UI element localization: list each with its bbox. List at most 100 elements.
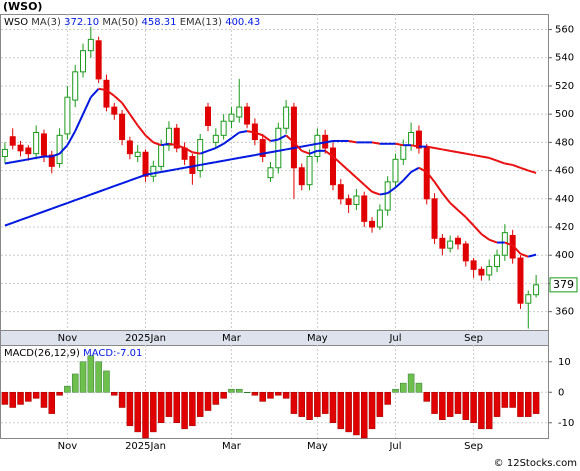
ma-segment xyxy=(246,130,256,134)
candle-body xyxy=(103,79,110,108)
legend-value: 372.10 xyxy=(64,17,99,28)
candle-body xyxy=(9,136,16,146)
ma-segment xyxy=(20,158,29,162)
ma-segment xyxy=(481,155,490,159)
ma-segment xyxy=(293,141,303,152)
macd-bar xyxy=(181,392,188,430)
macd-title: MACD(26,12,9) xyxy=(4,348,80,359)
macd-bar xyxy=(493,392,501,417)
ma-segment xyxy=(152,141,162,147)
x-tick-label: May xyxy=(307,333,328,344)
y-tick-label: 420 xyxy=(555,222,574,233)
ma-segment xyxy=(121,179,131,185)
y-tick-label: 540 xyxy=(555,53,574,64)
ma-segment xyxy=(410,144,420,148)
ma-segment xyxy=(433,181,444,194)
candle-body xyxy=(236,106,243,118)
macd-bar xyxy=(360,392,368,439)
ma-segment xyxy=(442,148,451,152)
legend-label: EMA(13) xyxy=(180,17,222,28)
ma-segment xyxy=(58,144,69,155)
candle-body xyxy=(298,167,305,186)
ma-segment xyxy=(394,179,404,189)
ma-segment xyxy=(153,171,162,175)
candle-body xyxy=(462,243,469,262)
ma-segment xyxy=(105,89,115,97)
ma-segment xyxy=(527,169,537,174)
last-price-label: 379 xyxy=(553,278,574,291)
x-tick-label: Nov xyxy=(58,333,78,344)
ma-segment xyxy=(379,192,388,196)
ma-segment xyxy=(215,142,225,149)
ma-segment xyxy=(520,252,529,258)
macd-bar xyxy=(32,392,40,399)
ma-segment xyxy=(160,142,170,147)
macd-bar xyxy=(345,392,352,433)
macd-bar xyxy=(259,392,266,402)
candle-body xyxy=(126,140,133,155)
ma-segment xyxy=(137,173,146,179)
macd-bar xyxy=(454,392,462,414)
ma-segment xyxy=(59,202,68,207)
candle-body xyxy=(111,106,118,115)
ma-segment xyxy=(262,151,271,155)
candle-body xyxy=(189,155,196,174)
macd-bar xyxy=(306,392,313,420)
macd-bar xyxy=(243,392,251,394)
ma-segment xyxy=(168,142,177,147)
candle-body xyxy=(40,133,47,156)
candle-body xyxy=(80,50,87,73)
candle-body xyxy=(392,158,399,183)
macd-bar xyxy=(501,392,509,408)
ma-segment xyxy=(465,152,474,157)
macd-bar xyxy=(314,392,321,417)
ma-segment xyxy=(395,142,404,147)
legend-ticker: WSO xyxy=(4,17,28,28)
last-price-box xyxy=(549,277,578,293)
candle-body xyxy=(447,240,454,249)
copyright: © 12Stocks.com xyxy=(494,458,577,469)
macd-bar xyxy=(150,392,157,433)
ma-segment xyxy=(262,134,272,142)
ma-segment xyxy=(317,141,326,145)
ma-segment xyxy=(66,130,77,146)
y-tick-label: 0 xyxy=(558,387,564,398)
legend: WSO MA(3) 372.10 MA(50) 458.31 EMA(13) 4… xyxy=(4,17,260,28)
legend-label: MA(3) xyxy=(31,17,61,28)
ma-segment xyxy=(465,216,475,227)
candle-body xyxy=(56,134,63,165)
macd-bar xyxy=(196,392,204,417)
macd-bar xyxy=(267,392,274,399)
ma-segment xyxy=(410,166,420,173)
macd-bar xyxy=(95,361,102,393)
candle-body xyxy=(1,148,8,157)
candle-body xyxy=(361,195,368,222)
candle-body xyxy=(470,260,477,270)
ma-segment xyxy=(176,166,185,171)
macd-bar xyxy=(384,392,391,405)
ma-segment xyxy=(270,149,279,154)
candle-body xyxy=(415,130,422,149)
ma-segment xyxy=(192,151,201,155)
y-tick-label: 440 xyxy=(555,194,574,205)
y-tick-label: 520 xyxy=(555,81,574,92)
candle-body xyxy=(329,147,336,186)
ma-segment xyxy=(504,162,513,166)
macd-bar xyxy=(329,392,337,424)
y-tick-label: 480 xyxy=(555,137,574,148)
y-tick-label: 500 xyxy=(555,109,574,120)
ma-segment xyxy=(457,151,466,155)
macd-bar xyxy=(134,392,141,433)
ma-segment xyxy=(113,182,123,188)
macd-bar xyxy=(189,392,196,427)
candle-body xyxy=(275,127,282,169)
macd-bar xyxy=(204,392,212,411)
x-tick-label: Mar xyxy=(222,441,242,452)
ma-segment xyxy=(192,163,201,168)
y-tick-label: 10 xyxy=(558,357,571,368)
macd-bar xyxy=(525,392,532,417)
macd-bar xyxy=(353,392,360,436)
macd-bar xyxy=(165,392,173,417)
candle-body xyxy=(267,167,274,179)
ma-segment xyxy=(277,134,287,141)
